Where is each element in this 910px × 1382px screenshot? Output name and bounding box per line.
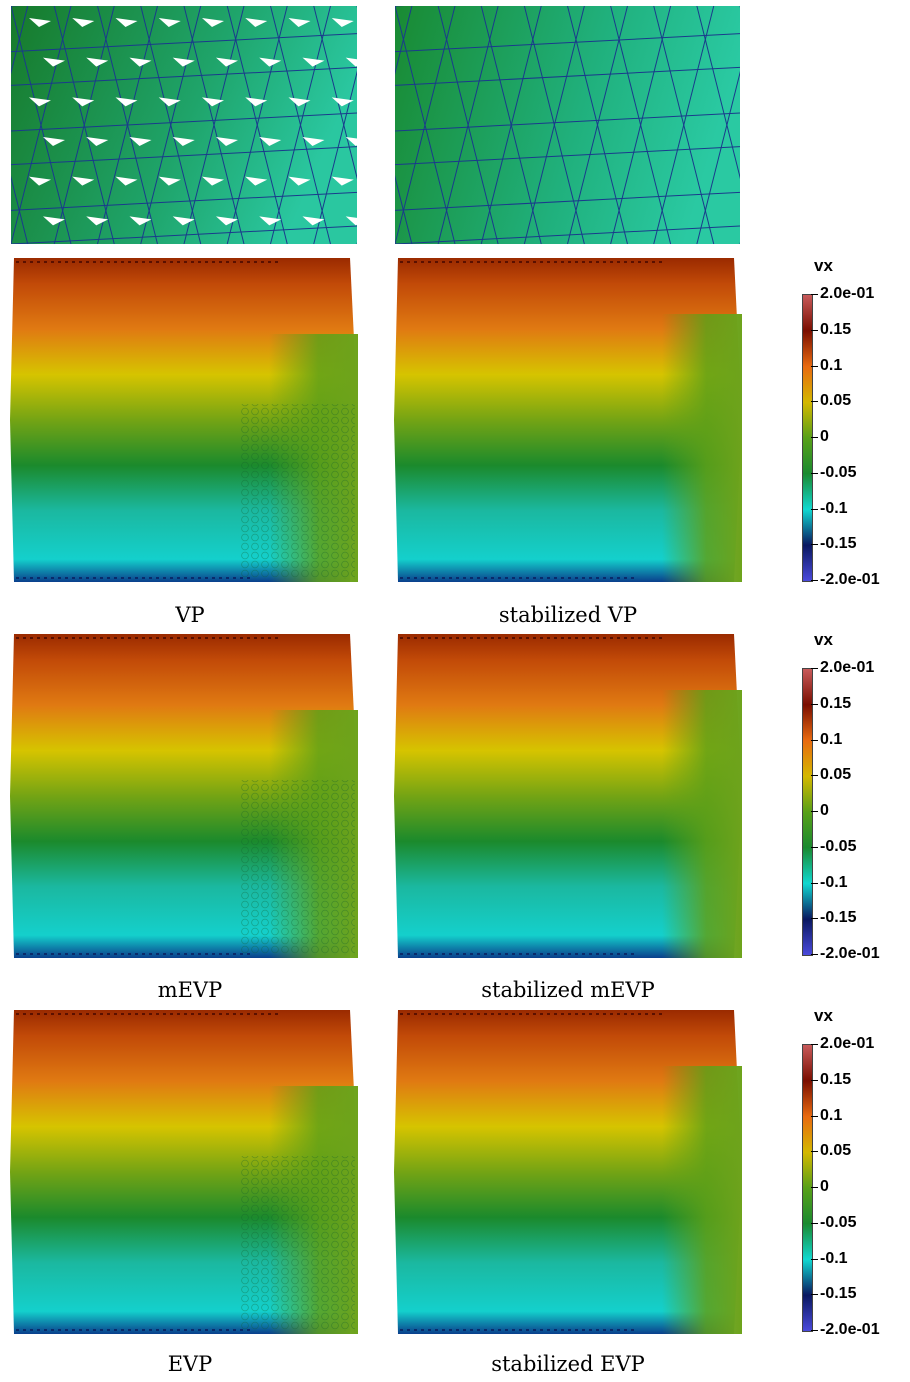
colorbar-tick-label: 0.1	[820, 1106, 843, 1124]
colorbar-tick	[811, 1222, 818, 1224]
colorbar-tick	[811, 508, 818, 510]
colorbar-tick	[811, 329, 818, 331]
colorbar-tick	[811, 1115, 818, 1117]
colorbar-tick-label: -2.0e-01	[820, 945, 880, 962]
caption-stabilized-vp: stabilized VP	[498, 603, 638, 627]
colorbar-tick-label: -2.0e-01	[820, 571, 880, 588]
colorbar-title: vx	[814, 1006, 833, 1025]
colorbar-tick	[811, 365, 818, 367]
colorbar-tick	[811, 1044, 818, 1045]
colorbar-tick	[811, 775, 818, 777]
colorbar-gradient	[802, 668, 813, 956]
colorbar-tick	[811, 811, 818, 812]
colorbar-tick-label: 0.05	[820, 766, 852, 784]
colorbar-row2: vx 2.0e-01 0.15 0.1 0.05 0 -0.05 -0.1 -0.15 -2.0e…	[770, 630, 900, 962]
colorbar-tick-label: 0.05	[820, 392, 852, 410]
colorbar-tick-label: 0	[820, 428, 829, 445]
colorbar-tick-label: 0.15	[820, 694, 852, 712]
caption-mevp: mEVP	[157, 978, 223, 1002]
colorbar-tick-label: -0.1	[820, 873, 848, 891]
colorbar-tick-label: -0.1	[820, 1249, 848, 1267]
colorbar-tick	[811, 437, 818, 438]
field-mevp	[10, 634, 358, 958]
colorbar-tick-label: -0.15	[820, 909, 857, 927]
caption-vp: VP	[175, 603, 205, 627]
colorbar-tick-label: 0.1	[820, 356, 843, 374]
colorbar-tick	[811, 1330, 818, 1331]
colorbar-row1: vx 2.0e-01 0.15 0.1 0.05 0 -0.05 -0.1 -0.15 -2.0e…	[770, 256, 900, 588]
colorbar-title: vx	[814, 630, 833, 649]
field-stabilized-mevp	[394, 634, 742, 958]
colorbar-tick	[811, 954, 818, 955]
colorbar-tick	[811, 918, 818, 920]
colorbar-tick	[811, 472, 818, 474]
caption-stabilized-mevp: stabilized mEVP	[481, 978, 655, 1002]
colorbar-tick-label: 0	[820, 802, 829, 819]
colorbar-gradient	[802, 294, 813, 582]
field-stabilized-vp	[394, 258, 742, 582]
colorbar-tick-label: 0	[820, 1178, 829, 1195]
field-vp	[10, 258, 358, 582]
colorbar-tick-label: 2.0e-01	[820, 1035, 875, 1052]
colorbar-tick	[811, 401, 818, 403]
colorbar-tick	[811, 668, 818, 669]
caption-stabilized-evp: stabilized EVP	[491, 1352, 645, 1376]
colorbar-tick	[811, 1187, 818, 1188]
colorbar-tick	[811, 1151, 818, 1153]
field-evp	[10, 1010, 358, 1334]
colorbar-tick-label: -2.0e-01	[820, 1321, 880, 1338]
colorbar-tick-label: 0.15	[820, 1070, 852, 1088]
colorbar-tick-label: -0.05	[820, 1213, 857, 1231]
field-stabilized-evp	[394, 1010, 742, 1334]
colorbar-title: vx	[814, 256, 833, 275]
colorbar-tick-label: -0.15	[820, 1285, 857, 1303]
mesh-closeup-raw	[11, 6, 357, 244]
colorbar-tick-label: 2.0e-01	[820, 285, 875, 302]
colorbar-tick-label: 0.15	[820, 320, 852, 338]
colorbar-tick	[811, 882, 818, 884]
colorbar-tick-label: -0.05	[820, 463, 857, 481]
colorbar-tick-label: -0.15	[820, 535, 857, 553]
colorbar-tick-label: 2.0e-01	[820, 659, 875, 676]
colorbar-tick-label: 0.05	[820, 1142, 852, 1160]
mesh-closeup-smooth	[395, 6, 740, 244]
colorbar-tick-label: -0.1	[820, 499, 848, 517]
caption-evp: EVP	[167, 1352, 213, 1376]
colorbar-tick	[811, 1294, 818, 1296]
colorbar-tick	[811, 703, 818, 705]
colorbar-tick	[811, 294, 818, 295]
colorbar-tick	[811, 544, 818, 546]
colorbar-tick-label: -0.05	[820, 837, 857, 855]
colorbar-tick	[811, 1258, 818, 1260]
colorbar-tick-label: 0.1	[820, 730, 843, 748]
colorbar-tick	[811, 739, 818, 741]
colorbar-tick	[811, 580, 818, 581]
colorbar-row3: vx 2.0e-01 0.15 0.1 0.05 0 -0.05 -0.1 -0.15 -2.0e…	[770, 1006, 900, 1338]
colorbar-tick	[811, 1079, 818, 1081]
colorbar-gradient	[802, 1044, 813, 1332]
colorbar-tick	[811, 846, 818, 848]
